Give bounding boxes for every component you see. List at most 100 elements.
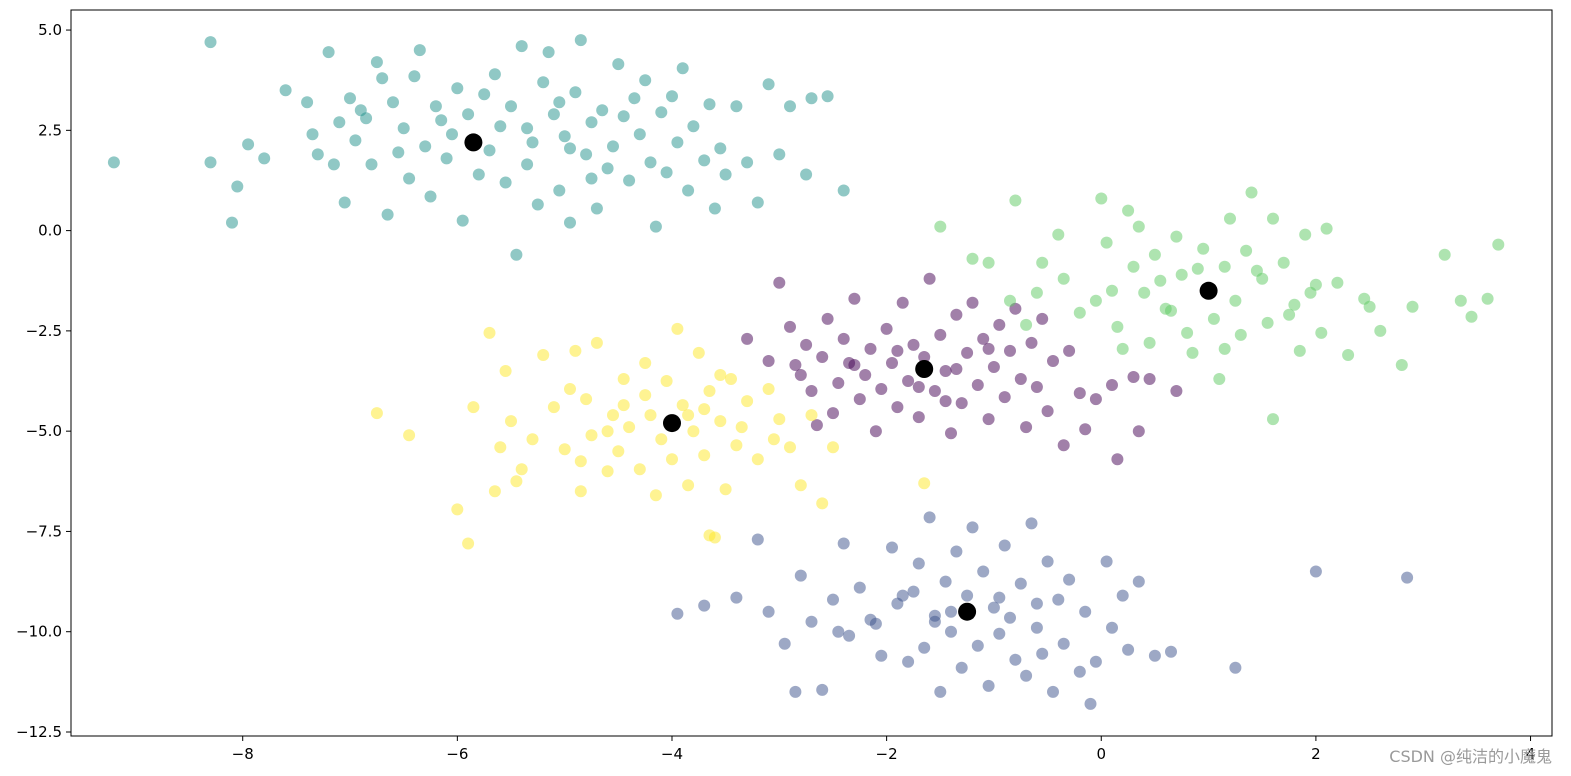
scatter-point-cluster-1: [601, 162, 614, 175]
scatter-point-cluster-3: [1132, 220, 1145, 233]
scatter-point-cluster-5: [945, 605, 957, 618]
scatter-point-cluster-4: [751, 453, 764, 466]
scatter-point-cluster-4: [569, 344, 582, 357]
scatter-point-cluster-1: [526, 136, 539, 149]
scatter-point-cluster-3: [934, 220, 947, 233]
scatter-point-cluster-3: [1406, 300, 1419, 313]
scatter-point-cluster-4: [499, 365, 512, 377]
scatter-point-cluster-2: [1041, 405, 1054, 418]
scatter-point-cluster-1: [419, 140, 432, 153]
scatter-point-cluster-2: [998, 391, 1011, 404]
scatter-point-cluster-5: [875, 649, 888, 662]
scatter-point-cluster-5: [1106, 621, 1118, 634]
scatter-point-cluster-5: [1004, 611, 1016, 624]
scatter-point-cluster-2: [864, 342, 877, 355]
scatter-point-cluster-4: [510, 475, 523, 488]
scatter-point-cluster-3: [1111, 320, 1124, 333]
scatter-point-cluster-2: [805, 385, 818, 397]
scatter-point-cluster-5: [945, 625, 957, 638]
scatter-point-cluster-4: [483, 326, 496, 339]
scatter-point-cluster-1: [429, 100, 442, 113]
scatter-point-cluster-5: [955, 661, 968, 674]
scatter-point-cluster-1: [676, 62, 689, 75]
scatter-point-cluster-1: [392, 146, 405, 159]
scatter-point-cluster-5: [1047, 685, 1059, 698]
scatter-point-cluster-3: [1057, 272, 1070, 285]
scatter-point-cluster-1: [660, 166, 673, 179]
scatter-point-cluster-2: [784, 320, 796, 333]
scatter-point-cluster-2: [1111, 453, 1124, 466]
scatter-point-cluster-1: [521, 158, 534, 171]
scatter-point-cluster-2: [1079, 423, 1092, 436]
scatter-point-cluster-3: [1073, 306, 1086, 319]
scatter-point-cluster-3: [1100, 236, 1113, 249]
scatter-point-cluster-2: [939, 395, 952, 408]
scatter-point-cluster-3: [1181, 326, 1194, 339]
scatter-point-cluster-4: [639, 357, 652, 369]
scatter-point-cluster-3: [1465, 310, 1478, 323]
scatter-point-cluster-3: [1116, 342, 1129, 355]
scatter-point-cluster-2: [891, 401, 904, 414]
scatter-point-cluster-1: [553, 96, 566, 109]
scatter-point-cluster-5: [1401, 571, 1414, 584]
scatter-point-cluster-2: [918, 351, 931, 363]
scatter-point-cluster-2: [891, 344, 904, 357]
scatter-point-cluster-4: [698, 403, 711, 416]
scatter-point-cluster-1: [505, 100, 517, 113]
scatter-point-cluster-4: [784, 441, 796, 454]
cluster-center-1: [464, 133, 483, 152]
scatter-point-cluster-2: [837, 332, 850, 345]
scatter-point-cluster-1: [617, 110, 630, 123]
scatter-point-cluster-3: [1245, 186, 1258, 199]
scatter-point-cluster-1: [821, 90, 834, 103]
scatter-point-cluster-1: [204, 156, 217, 169]
scatter-point-cluster-1: [327, 158, 340, 171]
scatter-point-cluster-5: [869, 617, 882, 630]
scatter-point-cluster-1: [344, 92, 356, 105]
scatter-point-cluster-4: [623, 421, 636, 434]
scatter-point-cluster-1: [242, 138, 255, 151]
plot-frame: [70, 9, 1553, 737]
scatter-point-cluster-5: [1030, 597, 1043, 610]
scatter-point-cluster-5: [843, 629, 856, 642]
scatter-point-cluster-4: [585, 429, 598, 442]
scatter-point-cluster-5: [902, 655, 915, 668]
scatter-point-cluster-1: [333, 116, 346, 129]
scatter-point-cluster-5: [1229, 661, 1242, 674]
scatter-points: [107, 34, 1505, 710]
scatter-point-cluster-5: [816, 683, 829, 696]
cluster-center-5: [958, 602, 977, 621]
scatter-point-cluster-2: [907, 338, 920, 351]
y-tick-label: 2.5: [38, 121, 62, 139]
scatter-point-cluster-3: [1304, 286, 1317, 299]
scatter-point-cluster-4: [698, 449, 711, 462]
scatter-point-cluster-5: [1122, 643, 1135, 656]
scatter-point-cluster-5: [1100, 555, 1113, 568]
scatter-point-cluster-4: [526, 433, 539, 446]
scatter-point-cluster-1: [741, 156, 754, 169]
scatter-point-cluster-1: [671, 136, 684, 149]
scatter-point-cluster-2: [955, 397, 968, 410]
scatter-point-cluster-1: [590, 202, 603, 215]
scatter-point-cluster-1: [628, 92, 641, 105]
scatter-point-cluster-3: [1154, 274, 1167, 287]
scatter-point-cluster-3: [1127, 260, 1140, 273]
scatter-point-cluster-3: [1267, 413, 1279, 426]
scatter-point-cluster-3: [1315, 326, 1328, 339]
scatter-point-cluster-1: [553, 184, 566, 197]
scatter-point-cluster-1: [387, 96, 399, 109]
scatter-point-cluster-2: [1106, 379, 1118, 391]
scatter-point-cluster-2: [966, 296, 979, 309]
scatter-point-cluster-1: [784, 100, 796, 113]
scatter-point-cluster-5: [918, 641, 931, 654]
y-tick-label: −7.5: [26, 522, 62, 540]
scatter-point-cluster-1: [623, 174, 636, 187]
scatter-point-cluster-4: [714, 369, 727, 381]
scatter-point-cluster-3: [1175, 268, 1188, 281]
scatter-point-cluster-4: [773, 413, 786, 426]
scatter-point-cluster-3: [1191, 262, 1204, 275]
scatter-point-cluster-3: [1004, 294, 1016, 307]
scatter-point-cluster-4: [703, 529, 716, 542]
y-tick-label: 5.0: [38, 21, 62, 39]
scatter-point-cluster-5: [789, 685, 802, 698]
